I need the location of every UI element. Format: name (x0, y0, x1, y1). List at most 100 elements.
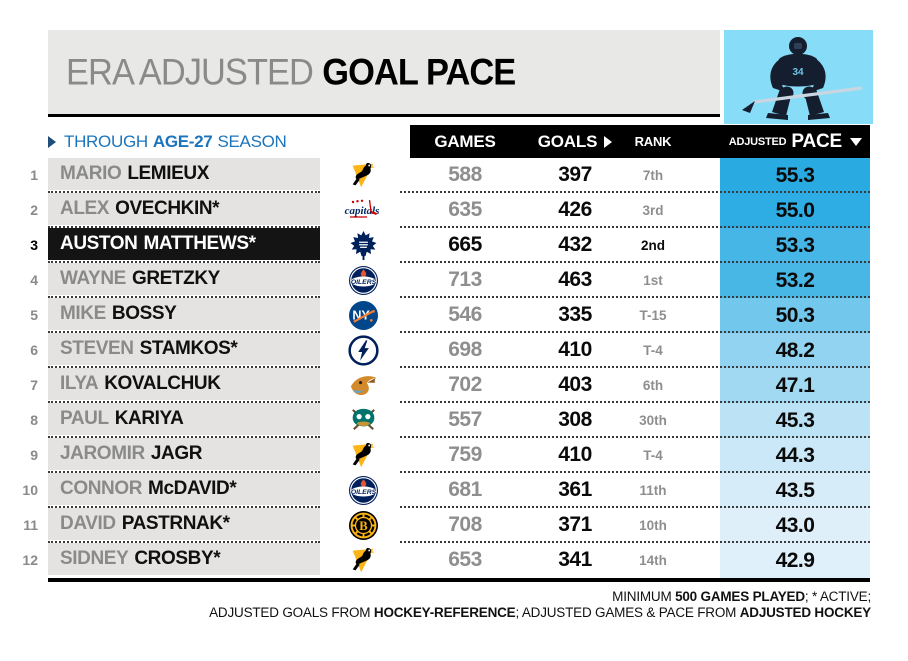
row-separator (400, 191, 870, 193)
rank-value: 14th (639, 552, 667, 568)
row-separator (400, 471, 870, 473)
hockey-player-photo: 34 (724, 30, 873, 124)
rank-value: T-15 (639, 307, 667, 323)
lightning-logo-icon (338, 333, 388, 367)
column-header-goals[interactable]: GOALS (535, 125, 615, 158)
games-value: 588 (448, 163, 482, 186)
pace-value: 42.9 (720, 543, 870, 578)
pace-value: 55.0 (720, 193, 870, 228)
row-position: 4 (30, 271, 38, 288)
row-separator (48, 191, 320, 193)
player-last-name: McDAVID* (148, 478, 237, 499)
rank-value: 3rd (642, 202, 664, 218)
goals-value: 335 (558, 303, 592, 326)
player-first-name: AUSTON (60, 233, 138, 254)
svg-text:NY: NY (352, 308, 370, 322)
page-title-light: ERA ADJUSTED (66, 51, 314, 93)
table-row: 12 SIDNEY CROSBY* 653 341 14th 42.9 (0, 543, 908, 578)
row-separator (400, 366, 870, 368)
goals-value: 410 (558, 338, 592, 361)
player-first-name: MIKE (60, 303, 106, 324)
mapleleafs-logo-icon (338, 228, 388, 262)
player-name-cell: AUSTON MATTHEWS* (48, 228, 320, 260)
pace-value: 47.1 (720, 368, 870, 403)
player-name-cell: WAYNE GRETZKY (48, 263, 320, 295)
goals-value: 403 (558, 373, 592, 396)
table-row: 7 ILYA KOVALCHUK 702 403 6th 47.1 (0, 368, 908, 403)
rank-value: 6th (642, 377, 664, 393)
player-first-name: DAVID (60, 513, 116, 534)
row-separator (400, 261, 870, 263)
games-value: 702 (448, 373, 482, 396)
row-separator (48, 471, 320, 473)
penguins-logo-icon (338, 158, 388, 192)
row-position: 11 (23, 516, 38, 533)
player-first-name: CONNOR (60, 478, 143, 499)
player-last-name: JAGR (150, 443, 203, 464)
player-name-cell: MARIO LEMIEUX (48, 158, 320, 190)
oilers-logo-icon: OILERS (338, 473, 388, 507)
subtitle: THROUGH AGE-27 SEASON (48, 131, 287, 153)
player-name-cell: ILYA KOVALCHUK (48, 368, 320, 400)
rank-value: 1st (643, 272, 663, 288)
player-first-name: STEVEN (60, 338, 134, 359)
player-last-name: BOSSY (111, 303, 177, 324)
goals-value: 426 (558, 198, 592, 221)
table-row: 11 DAVID PASTRNAK* B 708 371 10th 43.0 (0, 508, 908, 543)
table-row: 5 MIKE BOSSY NY 546 335 T-15 50.3 (0, 298, 908, 333)
player-last-name: KARIYA (114, 408, 184, 429)
column-header-games: GAMES (430, 125, 500, 158)
player-last-name: OVECHKIN* (115, 198, 220, 219)
goals-value: 397 (558, 163, 592, 186)
bullet-triangle-icon (48, 136, 56, 148)
player-first-name: MARIO (60, 163, 122, 184)
player-first-name: PAUL (60, 408, 109, 429)
row-separator (48, 541, 320, 543)
pace-sort-icon (850, 137, 862, 146)
svg-text:B: B (359, 519, 368, 533)
pace-value: 43.5 (720, 473, 870, 508)
pace-value: 53.3 (720, 228, 870, 263)
svg-text:OILERS: OILERS (350, 488, 376, 495)
pace-header-small-label: ADJUSTED (728, 135, 787, 148)
table-row: 8 PAUL KARIYA 557 308 30th 45.3 (0, 403, 908, 438)
svg-text:34: 34 (792, 67, 804, 78)
games-value: 698 (448, 338, 482, 361)
column-header-pace[interactable]: ADJUSTED PACE (729, 125, 862, 158)
player-name-cell: SIDNEY CROSBY* (48, 543, 320, 575)
title-banner: ERA ADJUSTED GOAL PACE (48, 30, 720, 117)
rank-value: 30th (639, 412, 667, 428)
page-title: ERA ADJUSTED GOAL PACE (66, 51, 516, 93)
thrashers-logo-icon (338, 368, 388, 402)
row-position: 10 (22, 481, 38, 498)
row-separator (48, 506, 320, 508)
rank-header-label: RANK (634, 134, 672, 149)
bruins-logo-icon: B (338, 508, 388, 542)
rank-value: 10th (639, 517, 667, 533)
table-row: 3 AUSTON MATTHEWS* 665 432 2nd 53.3 (0, 228, 908, 263)
row-separator (400, 331, 870, 333)
islanders-logo-icon: NY (338, 298, 388, 332)
table-row: 2 ALEX OVECHKIN* capitals 635 426 3rd 55… (0, 193, 908, 228)
footnote: MINIMUM 500 GAMES PLAYED; * ACTIVE; ADJU… (209, 589, 871, 621)
column-header-rank: RANK (620, 125, 686, 158)
oilers-logo-icon: OILERS (338, 263, 388, 297)
footnote-line-1: MINIMUM 500 GAMES PLAYED; * ACTIVE; (612, 589, 871, 604)
row-separator (48, 331, 320, 333)
games-value: 557 (448, 408, 482, 431)
row-position: 3 (30, 236, 38, 253)
rank-value: 7th (642, 167, 664, 183)
player-name-cell: DAVID PASTRNAK* (48, 508, 320, 540)
table-rows: 1 MARIO LEMIEUX 588 397 7th 55.3 2 ALEX … (0, 158, 908, 578)
rank-value: T-4 (643, 447, 663, 463)
table-bottom-rule (48, 578, 870, 582)
player-first-name: SIDNEY (60, 548, 129, 569)
subtitle-prefix: THROUGH (64, 132, 148, 151)
games-value: 759 (448, 443, 482, 466)
player-first-name: ILYA (60, 373, 99, 394)
player-last-name: KOVALCHUK (104, 373, 221, 394)
goals-value: 308 (558, 408, 592, 431)
table-row: 9 JAROMIR JAGR 759 410 T-4 44.3 (0, 438, 908, 473)
pace-value: 53.2 (720, 263, 870, 298)
